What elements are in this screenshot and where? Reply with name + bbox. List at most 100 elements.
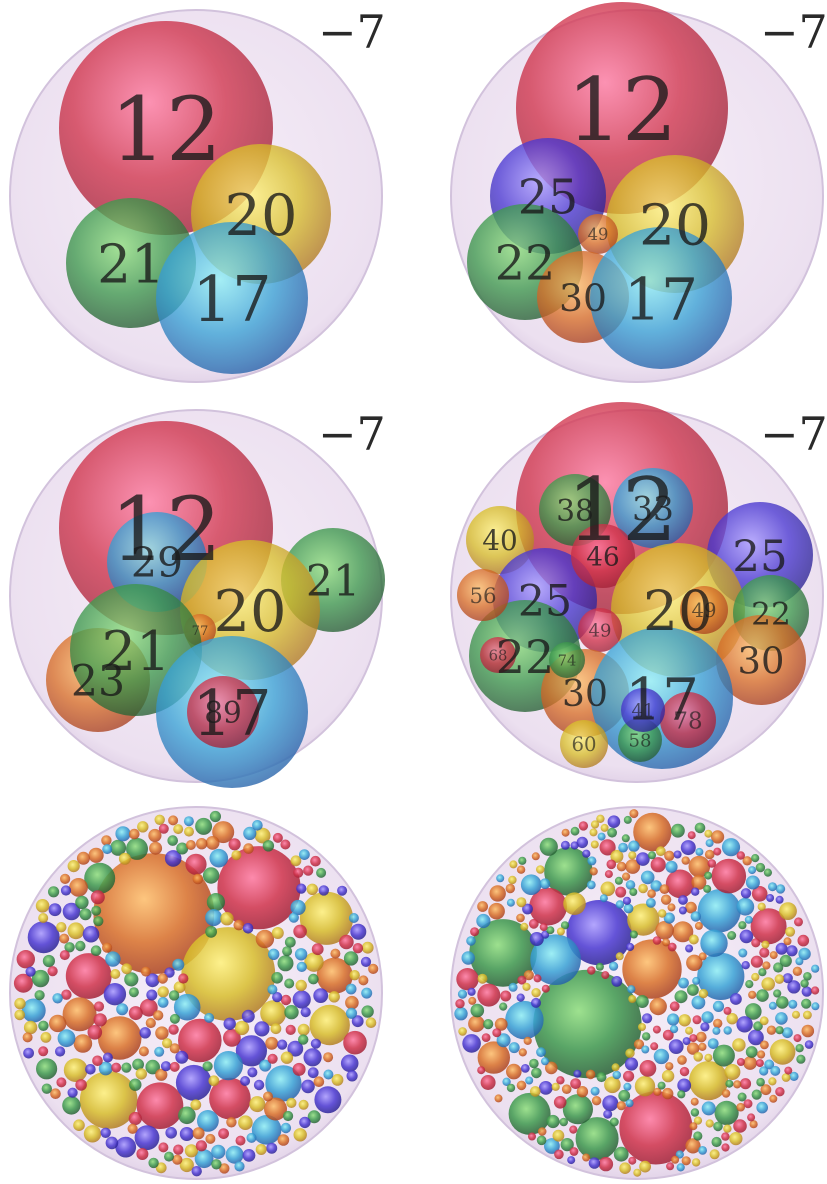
packed-sphere: [634, 1076, 656, 1097]
packed-sphere: [52, 993, 63, 1004]
packed-sphere: [157, 973, 168, 984]
packed-sphere: [299, 849, 310, 860]
packed-sphere: [667, 903, 676, 912]
packed-sphere: [536, 865, 545, 874]
packed-sphere: [659, 884, 670, 894]
packed-sphere: [623, 815, 632, 824]
packed-sphere: [179, 1127, 194, 1141]
packed-sphere: [707, 859, 717, 868]
packed-sphere: [751, 854, 760, 863]
packed-sphere: [292, 1062, 306, 1076]
packed-sphere: [590, 840, 599, 849]
sphere-number-label: 17: [624, 265, 698, 333]
packed-sphere: [758, 968, 767, 977]
packed-sphere: [692, 976, 701, 985]
packed-sphere: [590, 1086, 600, 1096]
packed-sphere: [625, 1099, 634, 1108]
packed-sphere: [529, 1058, 539, 1069]
packed-sphere: [615, 886, 627, 898]
packed-sphere: [61, 989, 72, 1000]
packed-sphere: [516, 897, 527, 908]
packed-sphere: [668, 1039, 684, 1054]
packed-sphere: [183, 816, 194, 827]
packed-sphere: [703, 884, 712, 893]
packed-sphere: [516, 913, 525, 923]
packed-sphere: [530, 934, 581, 985]
packed-sphere: [303, 865, 314, 876]
packed-sphere: [569, 1125, 578, 1134]
packed-sphere: [625, 859, 641, 874]
packed-sphere: [736, 851, 745, 860]
packed-sphere: [509, 860, 518, 869]
packed-sphere: [115, 826, 131, 842]
sphere-number-label: 40: [482, 524, 517, 557]
packed-sphere: [700, 929, 728, 957]
packed-sphere: [674, 990, 688, 1004]
packed-sphere: [627, 985, 636, 994]
packed-sphere: [169, 1061, 180, 1072]
packed-sphere: [211, 1144, 226, 1159]
packed-sphere: [337, 885, 348, 896]
packed-sphere: [604, 870, 613, 879]
packed-sphere: [635, 995, 649, 1008]
packed-sphere: [623, 1070, 635, 1082]
packed-sphere: [709, 1149, 720, 1160]
packed-sphere: [685, 944, 694, 953]
packed-sphere: [530, 1086, 541, 1097]
packed-sphere: [619, 1091, 693, 1165]
packed-sphere: [546, 1114, 560, 1129]
packed-sphere: [272, 832, 283, 843]
packed-sphere: [87, 1025, 103, 1040]
packed-sphere: [502, 1077, 511, 1087]
packed-sphere: [653, 1087, 662, 1096]
packed-sphere: [242, 1149, 256, 1162]
packed-sphere: [677, 1055, 687, 1065]
packed-sphere: [739, 1078, 752, 1090]
packed-sphere: [313, 1076, 325, 1087]
packed-sphere: [352, 943, 364, 954]
packed-sphere: [243, 843, 254, 854]
packed-sphere: [785, 926, 796, 937]
sphere-49: [578, 608, 622, 652]
packed-sphere: [284, 936, 296, 948]
packed-sphere: [111, 1062, 122, 1073]
packed-sphere: [536, 1047, 546, 1058]
packed-sphere: [723, 1124, 732, 1133]
packed-sphere: [567, 1156, 576, 1165]
packed-sphere: [733, 1080, 742, 1089]
packed-sphere: [494, 1017, 508, 1031]
packed-sphere: [469, 919, 537, 987]
packed-sphere: [655, 921, 674, 940]
packed-sphere: [499, 1002, 508, 1011]
packed-sphere: [723, 1006, 732, 1015]
packed-sphere: [612, 1070, 622, 1080]
sphere-number-label: 17: [625, 665, 699, 733]
packed-sphere: [56, 1077, 67, 1088]
packed-sphere: [705, 1119, 714, 1128]
packed-sphere: [744, 915, 753, 924]
packed-sphere: [536, 1135, 547, 1146]
packed-sphere: [669, 1001, 680, 1012]
packed-sphere: [155, 1162, 167, 1174]
packed-sphere: [638, 883, 648, 894]
sphere-number-label: 30: [738, 640, 785, 683]
packed-sphere: [794, 917, 803, 927]
packed-sphere: [168, 815, 179, 826]
sphere-number-label: 25: [732, 532, 787, 582]
packed-sphere: [90, 945, 102, 956]
packed-sphere: [622, 939, 682, 999]
packed-sphere: [175, 1050, 189, 1064]
packed-sphere: [462, 1034, 481, 1053]
packed-sphere: [667, 1013, 680, 1026]
packed-sphere: [729, 1132, 743, 1146]
packed-sphere: [158, 823, 169, 834]
packed-sphere: [303, 1048, 322, 1067]
packed-sphere: [554, 1149, 564, 1160]
packed-sphere: [751, 938, 761, 948]
packed-sphere: [732, 1038, 746, 1052]
packed-sphere: [90, 890, 105, 905]
packed-sphere: [639, 1060, 657, 1077]
sphere-number-label: 78: [673, 708, 702, 734]
sphere-number-label: 17: [192, 677, 271, 750]
